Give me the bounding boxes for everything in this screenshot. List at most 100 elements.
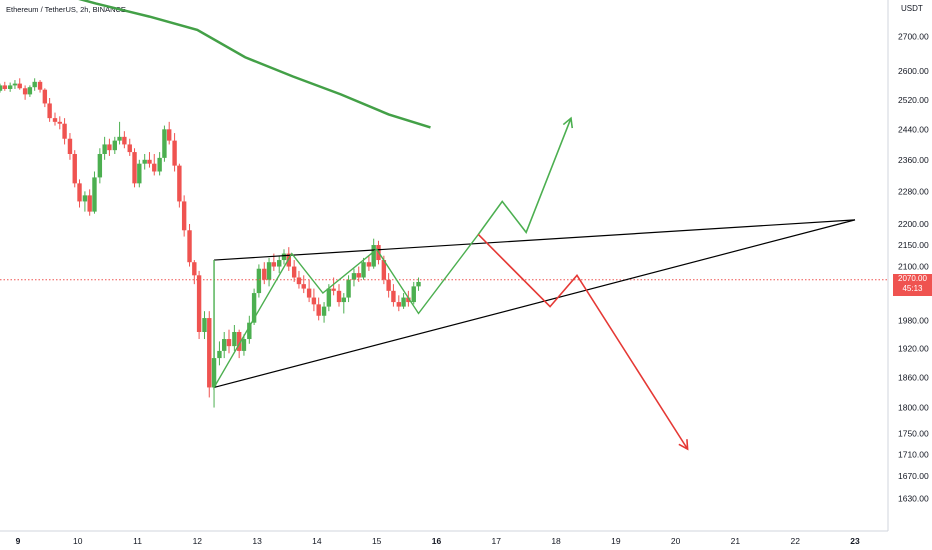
bull-projection-arrowhead <box>562 116 574 129</box>
candle-body <box>17 83 22 89</box>
x-tick-label: 17 <box>492 536 502 546</box>
candle-body <box>386 279 391 291</box>
candle-body <box>107 144 112 151</box>
candle-body <box>256 268 262 294</box>
current-price-value: 2070.00 <box>898 273 927 283</box>
candle-body <box>0 85 3 91</box>
candle-body <box>162 129 167 158</box>
y-tick-label: 1670.00 <box>898 471 929 481</box>
y-tick-label: 2700.00 <box>898 32 929 42</box>
candle-body <box>192 262 197 276</box>
x-tick-label: 18 <box>551 536 561 546</box>
axes <box>0 0 889 532</box>
candle-body <box>157 157 162 172</box>
candle-body <box>127 144 132 153</box>
candle-body <box>217 350 222 359</box>
candle-body <box>291 266 297 278</box>
title-separator-1: , <box>75 5 81 14</box>
title-separator-2: , <box>88 5 93 14</box>
y-tick-label: 1710.00 <box>898 449 929 459</box>
candle-body <box>406 297 411 303</box>
bear-projection-arrowhead <box>678 439 689 451</box>
candle-body <box>351 273 357 280</box>
candle-body <box>222 339 227 351</box>
candle-body <box>371 245 376 267</box>
y-tick-label: 1920.00 <box>898 344 929 354</box>
y-tick-label: 1980.00 <box>898 315 929 325</box>
currency-label[interactable]: USDT <box>901 4 923 13</box>
candle-body <box>52 118 58 122</box>
candle-body <box>22 88 28 95</box>
candle-body <box>187 230 192 263</box>
y-tick-label: 1800.00 <box>898 403 929 413</box>
lower-trendline <box>213 219 856 389</box>
exchange-label: BINANCE <box>92 5 126 14</box>
candle-body <box>202 318 207 332</box>
y-tick-label: 2520.00 <box>898 95 929 105</box>
candle-body <box>142 159 147 164</box>
interval-label: 2h <box>80 5 89 14</box>
candle-body <box>251 293 257 323</box>
current-price-tag: 2070.00 45:13 <box>893 273 932 296</box>
x-tick-label: 10 <box>73 536 83 546</box>
y-tick-label: 2200.00 <box>898 219 929 229</box>
candle-body <box>277 260 282 267</box>
candle-body <box>12 83 18 86</box>
candle-body <box>87 195 92 212</box>
candle-body <box>172 140 177 166</box>
x-axis-ticks: 9 10 11 12 13 14 15 16 17 18 19 20 21 22 23 <box>16 536 860 546</box>
y-tick-label: 2280.00 <box>898 186 929 196</box>
candle-body <box>137 163 142 184</box>
candle-body <box>37 81 43 90</box>
candle-body <box>361 262 366 278</box>
candle-body <box>301 284 306 289</box>
zigzag-path <box>213 234 479 391</box>
candle-body <box>42 89 48 104</box>
candle-body <box>336 290 342 303</box>
candle-body <box>72 154 77 184</box>
symbol-name: Ethereum / TetherUS <box>6 5 76 14</box>
candle-body <box>82 195 88 202</box>
y-axis-ticks: 2700.00 2600.00 2520.00 2440.00 2360.00 2280.… <box>898 32 929 504</box>
candle-body <box>391 290 396 303</box>
candle-body <box>232 331 237 347</box>
candle-body <box>306 288 312 298</box>
x-tick-label: 19 <box>611 536 621 546</box>
candle-body <box>411 286 416 303</box>
x-tick-label: 22 <box>790 536 800 546</box>
candle-body <box>247 322 252 340</box>
candle-body <box>207 318 212 388</box>
candle-body <box>346 279 351 298</box>
candle-body <box>401 297 406 307</box>
candle-body <box>316 304 321 316</box>
candle-body <box>62 123 67 139</box>
candle-body <box>366 262 372 267</box>
candle-body <box>167 129 172 141</box>
candle-body <box>326 288 332 307</box>
candles-layer <box>0 78 421 408</box>
chart-title: Ethereum / TetherUS, 2h, BINANCE <box>6 5 126 14</box>
candle-body <box>57 121 62 124</box>
candle-body <box>341 297 346 303</box>
x-tick-label: 13 <box>252 536 262 546</box>
candle-body <box>356 273 361 278</box>
candle-body <box>396 302 402 307</box>
candle-body <box>92 177 97 212</box>
bull-projection <box>477 117 572 235</box>
candle-body <box>381 260 387 280</box>
x-tick-label: 21 <box>731 536 741 546</box>
upper-trendline <box>214 219 856 261</box>
candle-body <box>281 253 287 261</box>
y-tick-label: 1860.00 <box>898 373 929 383</box>
x-tick-label: 23 <box>850 536 860 546</box>
x-tick-label: 20 <box>671 536 681 546</box>
y-tick-label: 2600.00 <box>898 66 929 76</box>
candle-body <box>47 103 52 119</box>
candle-body <box>152 163 157 172</box>
candle-body <box>7 85 13 89</box>
y-tick-label: 1630.00 <box>898 493 929 503</box>
candle-body <box>112 140 117 151</box>
candle-body <box>117 136 122 141</box>
candle-countdown: 45:13 <box>902 283 923 293</box>
